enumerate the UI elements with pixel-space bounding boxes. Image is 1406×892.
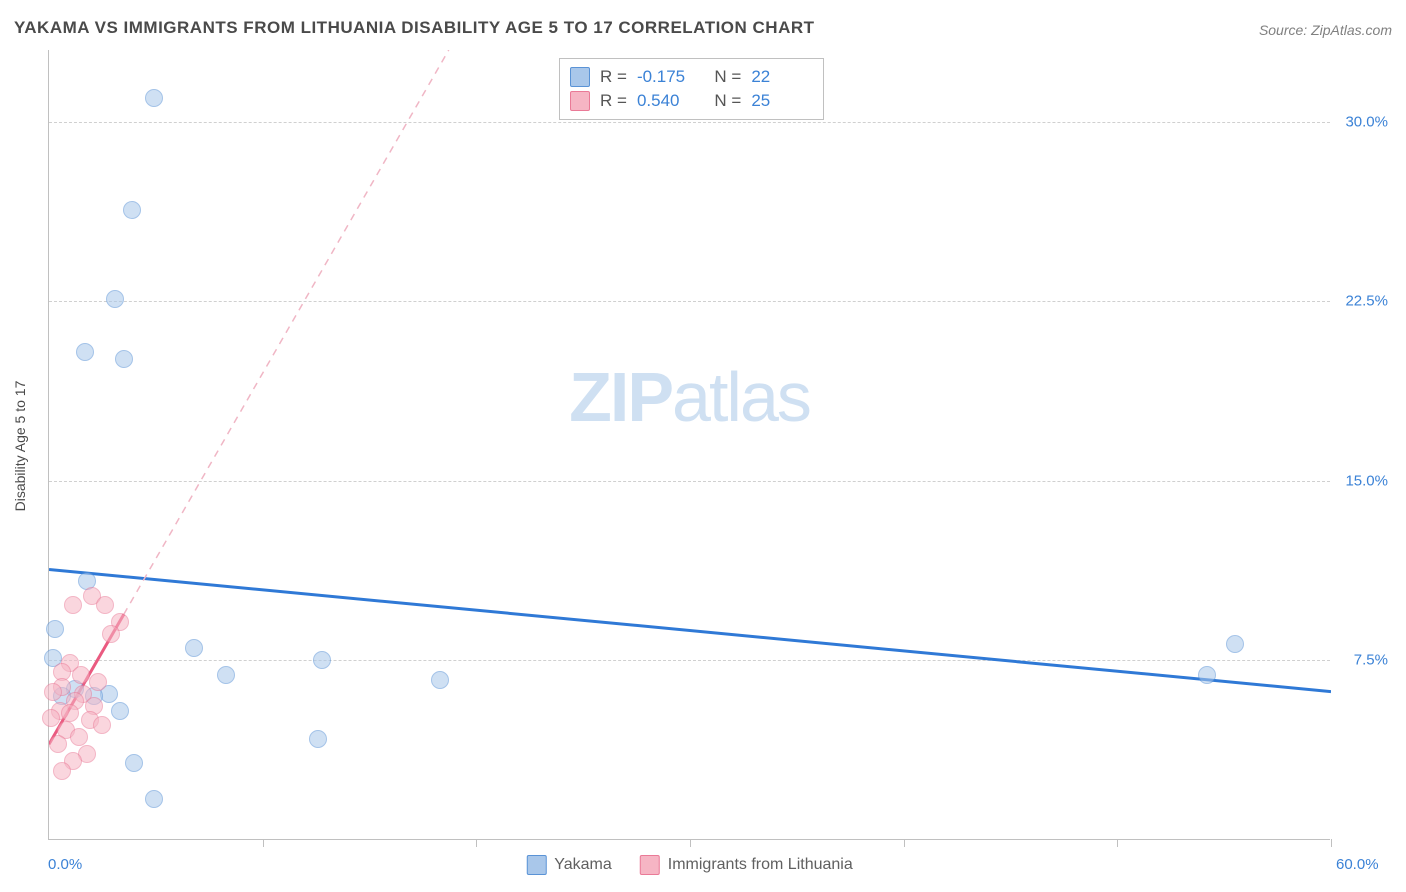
watermark-zip: ZIP: [569, 358, 672, 436]
y-tick-label: 30.0%: [1345, 113, 1388, 130]
legend-label: Yakama: [554, 856, 612, 874]
r-label: R =: [600, 91, 627, 111]
stats-box: R = -0.175 N = 22 R = 0.540 N = 25: [559, 58, 824, 120]
data-point: [49, 735, 67, 753]
chart-title: YAKAMA VS IMMIGRANTS FROM LITHUANIA DISA…: [14, 18, 815, 38]
data-point: [76, 343, 94, 361]
x-axis-max-label: 60.0%: [1336, 856, 1379, 873]
data-point: [145, 790, 163, 808]
x-tick: [476, 839, 477, 847]
stats-row: R = -0.175 N = 22: [570, 65, 809, 89]
r-label: R =: [600, 67, 627, 87]
x-tick: [1117, 839, 1118, 847]
data-point: [46, 620, 64, 638]
legend-label: Immigrants from Lithuania: [668, 856, 853, 874]
source-attribution: Source: ZipAtlas.com: [1259, 22, 1392, 38]
data-point: [123, 201, 141, 219]
x-tick: [1331, 839, 1332, 847]
data-point: [93, 716, 111, 734]
x-tick: [263, 839, 264, 847]
data-point: [64, 596, 82, 614]
data-point: [72, 666, 90, 684]
trend-lines: [49, 50, 1331, 840]
data-point: [89, 673, 107, 691]
data-point: [217, 666, 235, 684]
gridline: [49, 301, 1330, 302]
data-point: [61, 704, 79, 722]
data-point: [70, 728, 88, 746]
data-point: [145, 89, 163, 107]
data-point: [313, 651, 331, 669]
chart-area: ZIPatlas R =-0.175 N =22R =0.540 N =25 Y…: [48, 50, 1388, 840]
r-value: -0.175: [637, 67, 695, 87]
legend-swatch: [526, 855, 546, 875]
y-tick-label: 22.5%: [1345, 293, 1388, 310]
data-point: [111, 702, 129, 720]
watermark: ZIPatlas: [569, 357, 810, 437]
stats-row: R = 0.540 N = 25: [570, 89, 809, 113]
r-value: 0.540: [637, 91, 695, 111]
x-tick: [904, 839, 905, 847]
legend-item: Immigrants from Lithuania: [640, 855, 853, 875]
plot-region: ZIPatlas R =-0.175 N =22R =0.540 N =25 Y…: [48, 50, 1330, 840]
n-value: 25: [751, 91, 809, 111]
n-value: 22: [751, 67, 809, 87]
data-point: [44, 683, 62, 701]
bottom-legend: Yakama Immigrants from Lithuania: [526, 855, 852, 875]
data-point: [96, 596, 114, 614]
data-point: [1198, 666, 1216, 684]
y-tick-label: 15.0%: [1345, 472, 1388, 489]
gridline: [49, 481, 1330, 482]
data-point: [1226, 635, 1244, 653]
watermark-atlas: atlas: [672, 358, 810, 436]
legend-swatch: [570, 67, 590, 87]
data-point: [431, 671, 449, 689]
data-point: [53, 762, 71, 780]
y-axis-title: Disability Age 5 to 17: [12, 381, 28, 512]
y-tick-label: 7.5%: [1354, 652, 1388, 669]
n-label: N =: [705, 91, 741, 111]
gridline: [49, 660, 1330, 661]
data-point: [125, 754, 143, 772]
x-tick: [690, 839, 691, 847]
gridline: [49, 122, 1330, 123]
data-point: [102, 625, 120, 643]
data-point: [309, 730, 327, 748]
x-axis-min-label: 0.0%: [48, 856, 82, 873]
data-point: [106, 290, 124, 308]
data-point: [185, 639, 203, 657]
legend-swatch: [570, 91, 590, 111]
legend-item: Yakama: [526, 855, 612, 875]
n-label: N =: [705, 67, 741, 87]
legend-swatch: [640, 855, 660, 875]
data-point: [115, 350, 133, 368]
